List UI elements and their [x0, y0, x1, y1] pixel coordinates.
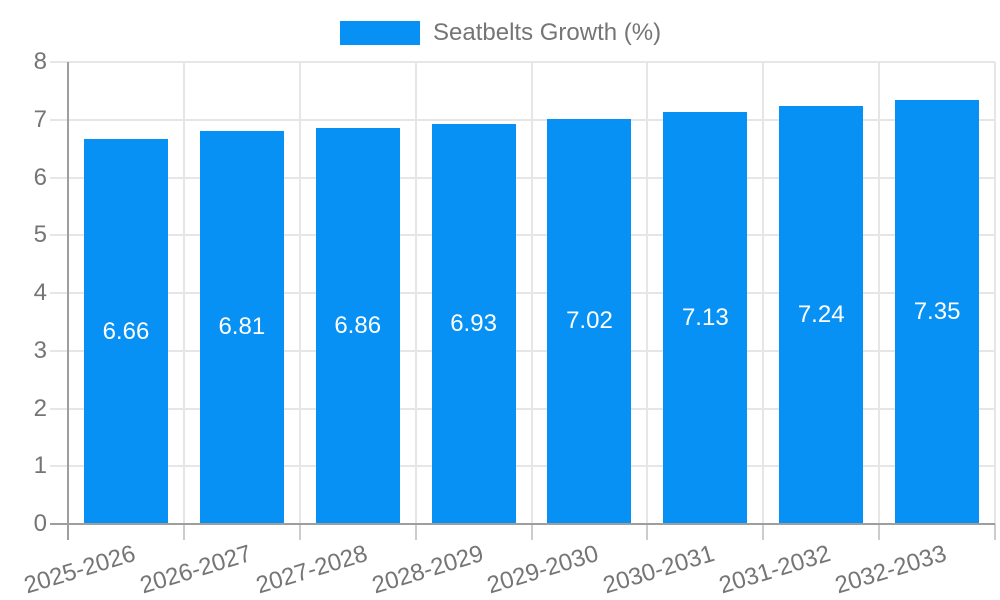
bar[interactable] [895, 99, 980, 524]
x-gridline [994, 62, 996, 524]
y-tick [50, 349, 68, 352]
y-tick [50, 465, 68, 468]
y-tick [50, 523, 68, 525]
y-tick [50, 118, 68, 121]
x-gridline [414, 62, 417, 524]
y-axis-label: 3 [33, 336, 47, 364]
y-tick [50, 61, 68, 63]
y-axis-label: 2 [33, 394, 47, 422]
x-gridline [298, 62, 301, 524]
y-axis-label: 4 [33, 279, 47, 306]
bar-value-label: 6.81 [218, 313, 266, 341]
bar-value-label: 7.35 [913, 297, 961, 325]
bar[interactable] [779, 105, 864, 524]
bar[interactable] [83, 139, 168, 524]
y-axis-label: 1 [33, 452, 47, 480]
bar[interactable] [547, 118, 632, 524]
bar[interactable] [431, 123, 516, 524]
legend-label: Seatbelts Growth (%) [433, 19, 662, 46]
y-axis-label: 7 [33, 105, 47, 133]
bar-value-label: 6.66 [102, 317, 150, 345]
bar[interactable] [199, 130, 284, 524]
y-axis-label: 6 [33, 163, 47, 191]
y-tick [50, 292, 68, 294]
x-tick [762, 524, 765, 540]
y-tick [50, 407, 68, 410]
x-gridline [182, 62, 185, 524]
y-tick [50, 234, 68, 237]
x-gridline [878, 62, 881, 524]
x-tick [994, 524, 996, 540]
x-gridline [762, 62, 765, 524]
x-tick [414, 524, 417, 540]
y-axis-label: 5 [33, 221, 47, 249]
y-axis-label: 8 [33, 48, 47, 75]
bar[interactable] [315, 127, 400, 524]
x-tick [530, 524, 533, 540]
y-axis-label: 0 [33, 510, 47, 537]
x-tick [878, 524, 881, 540]
x-tick [646, 524, 649, 540]
legend[interactable]: Seatbelts Growth (%) [340, 21, 661, 45]
x-gridline [646, 62, 649, 524]
bar-value-label: 6.86 [334, 311, 382, 339]
x-tick [298, 524, 301, 540]
y-tick [50, 176, 68, 179]
y-axis-line [67, 62, 69, 524]
bar-value-label: 7.13 [681, 304, 729, 332]
bar-value-label: 6.93 [450, 309, 497, 337]
legend-swatch [340, 21, 420, 45]
x-tick [182, 524, 185, 540]
y-gridline [68, 523, 995, 525]
bar[interactable] [663, 112, 748, 524]
x-tick [67, 524, 69, 540]
bar-value-label: 7.24 [797, 300, 845, 328]
bar-value-label: 7.02 [566, 307, 613, 335]
x-gridline [530, 62, 533, 524]
